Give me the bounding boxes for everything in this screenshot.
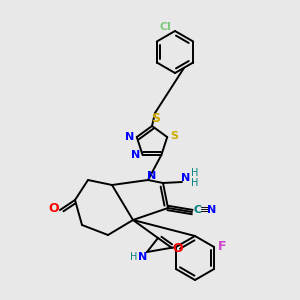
Text: N: N <box>147 171 157 181</box>
Text: Cl: Cl <box>160 22 172 32</box>
Text: S: S <box>170 131 178 141</box>
Text: O: O <box>49 202 59 214</box>
Text: N: N <box>138 252 148 262</box>
Text: N: N <box>125 132 134 142</box>
Text: H: H <box>130 252 138 262</box>
Text: N: N <box>131 150 140 160</box>
Text: O: O <box>173 242 183 254</box>
Text: N: N <box>207 205 217 215</box>
Text: H: H <box>191 168 199 178</box>
Text: S: S <box>152 112 160 124</box>
Text: H: H <box>191 178 199 188</box>
Text: ≡: ≡ <box>200 205 210 215</box>
Text: N: N <box>182 173 190 183</box>
Text: C: C <box>194 205 202 215</box>
Text: F: F <box>218 241 226 254</box>
